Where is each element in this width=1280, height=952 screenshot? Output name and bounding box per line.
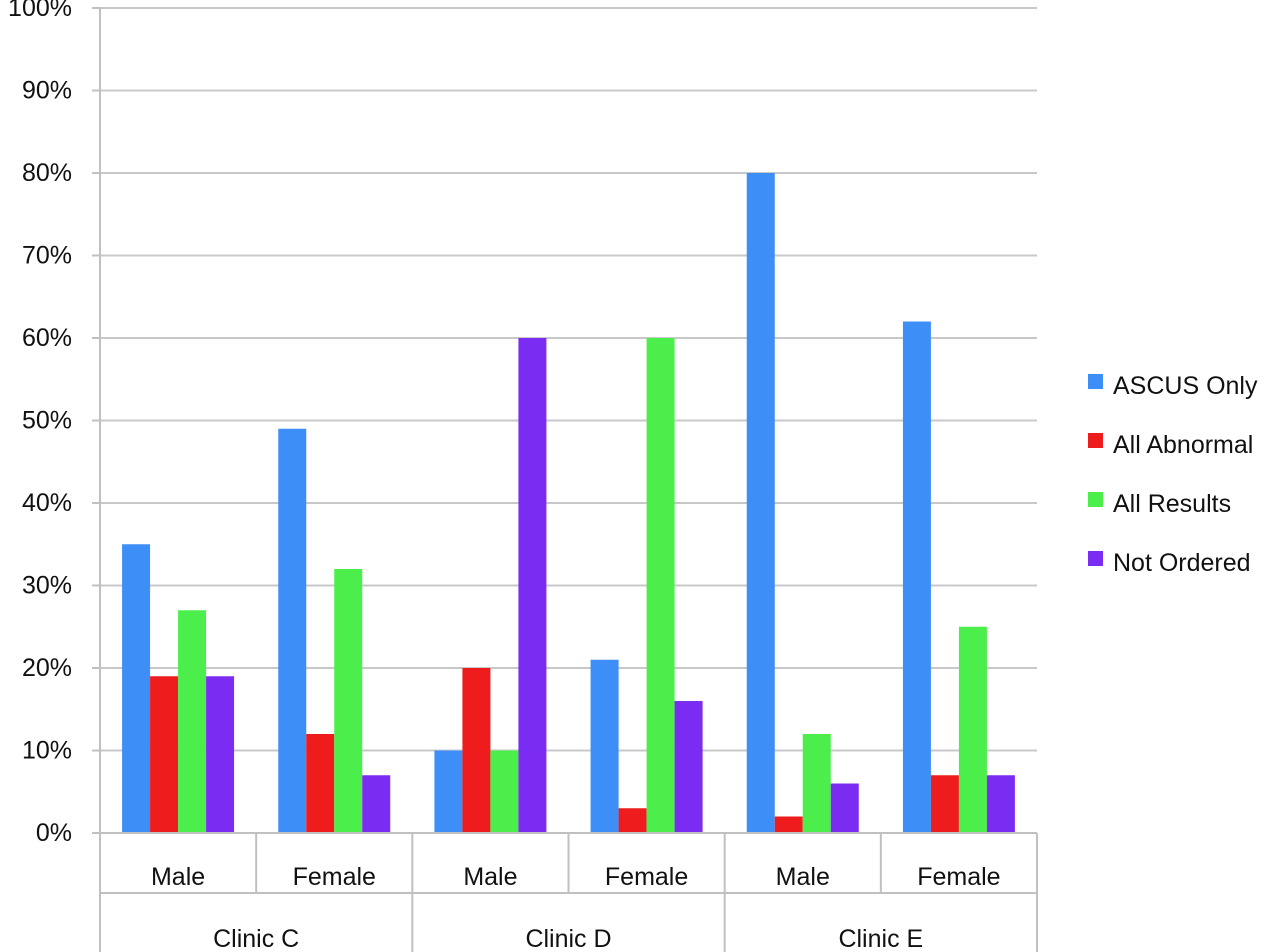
bar-all-abnormal — [306, 734, 335, 833]
bar-all-results — [958, 626, 987, 833]
bar-not-ordered — [518, 338, 547, 833]
bar-all-abnormal — [150, 676, 179, 833]
legend-swatch — [1088, 551, 1103, 566]
x-group-label: Clinic E — [838, 925, 923, 952]
legend-swatch — [1088, 433, 1103, 448]
x-group-label: Clinic D — [525, 925, 611, 952]
bar-all-abnormal — [462, 668, 491, 833]
y-tick-label: 30% — [22, 572, 72, 600]
x-category-label: Female — [917, 863, 1000, 891]
y-tick-label: 0% — [36, 819, 72, 847]
x-category-label: Female — [293, 863, 376, 891]
bar-all-results — [646, 338, 675, 833]
bar-not-ordered — [206, 676, 235, 833]
legend-label: Not Ordered — [1113, 549, 1251, 577]
bar-all-results — [334, 569, 363, 833]
y-axis-ticks: 0% 10% 20% 30% 40% 50% 60% 70% 80% 90% 100% — [8, 0, 100, 847]
legend-label: ASCUS Only — [1113, 372, 1258, 400]
bar-all-results — [490, 750, 519, 833]
bar-not-ordered — [362, 775, 391, 833]
x-axis-categories: Male Female Male Female Male Female — [151, 863, 1001, 891]
bar-not-ordered — [674, 701, 703, 833]
legend-label: All Abnormal — [1113, 431, 1253, 459]
bar-ascus-only — [434, 750, 463, 833]
bar-ascus-only — [278, 428, 307, 833]
bar-all-results — [178, 610, 207, 833]
bar-all-results — [802, 734, 831, 833]
x-category-label: Male — [463, 863, 517, 891]
x-category-label: Male — [151, 863, 205, 891]
legend: ASCUS Only All Abnormal All Results Not Ord… — [1088, 372, 1258, 577]
x-axis-groups: Clinic C Clinic D Clinic E — [213, 925, 923, 952]
bars — [122, 173, 1015, 833]
y-tick-label: 70% — [22, 242, 72, 270]
legend-label: All Results — [1113, 490, 1231, 518]
y-tick-label: 10% — [22, 737, 72, 765]
y-tick-label: 60% — [22, 324, 72, 352]
gridlines — [100, 7, 1037, 752]
legend-swatch — [1088, 492, 1103, 507]
y-tick-label: 40% — [22, 489, 72, 517]
bar-ascus-only — [590, 659, 619, 833]
bar-ascus-only — [902, 321, 931, 833]
bar-all-abnormal — [930, 775, 959, 833]
y-tick-label: 80% — [22, 159, 72, 187]
bar-not-ordered — [830, 783, 859, 833]
y-tick-label: 100% — [8, 0, 72, 22]
x-group-label: Clinic C — [213, 925, 299, 952]
x-category-label: Female — [605, 863, 688, 891]
bar-all-abnormal — [774, 816, 803, 833]
x-category-label: Male — [776, 863, 830, 891]
y-tick-label: 90% — [22, 77, 72, 105]
bar-ascus-only — [122, 544, 151, 833]
bar-ascus-only — [746, 173, 775, 833]
y-tick-label: 50% — [22, 407, 72, 435]
x-axis — [99, 8, 1038, 952]
legend-swatch — [1088, 374, 1103, 389]
y-tick-label: 20% — [22, 654, 72, 682]
bar-all-abnormal — [618, 808, 647, 833]
bar-not-ordered — [986, 775, 1015, 833]
